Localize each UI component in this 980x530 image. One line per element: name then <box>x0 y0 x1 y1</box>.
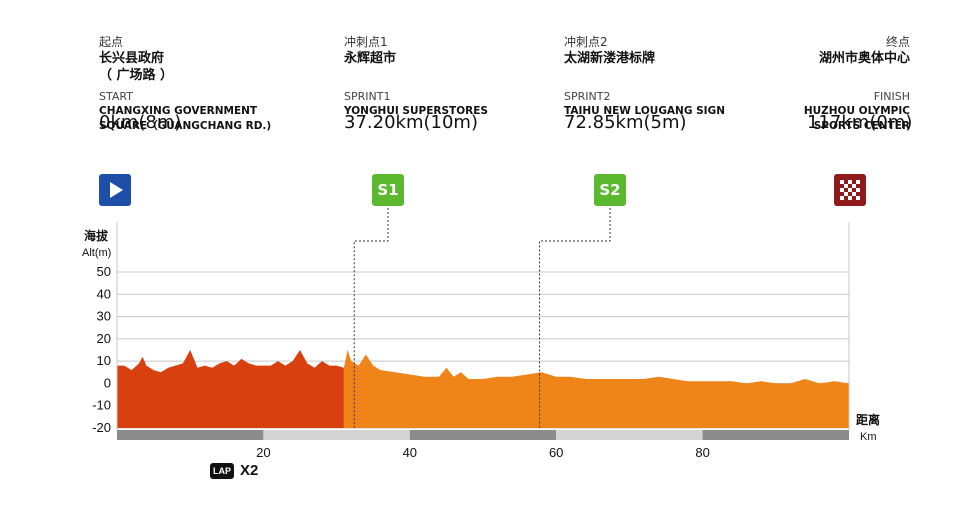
lap-indicator: LAP X2 <box>210 462 258 479</box>
distance-band-segment <box>263 430 410 440</box>
checker-square <box>844 192 848 196</box>
checker-square <box>844 184 848 188</box>
checker-square <box>840 192 844 196</box>
x-tick-label: 40 <box>403 445 417 460</box>
sprint-marker-line <box>353 208 389 428</box>
checker-square <box>852 192 856 196</box>
checker-square <box>840 180 844 184</box>
start-cn-name: 长兴县政府 （ 广场路 ） <box>99 51 174 83</box>
checker-square <box>856 196 860 200</box>
chart-areas <box>117 350 849 428</box>
y-tick-label: 50 <box>97 264 111 279</box>
finish-en-name: HUZHOU OLYMPIC SPORTS CENTER <box>803 105 910 132</box>
x-tick-label: 20 <box>256 445 270 460</box>
checker-square <box>852 188 856 192</box>
checker-square <box>840 196 844 200</box>
checker-square <box>848 188 852 192</box>
sprint2-cn-label: 冲刺点2 <box>564 35 608 49</box>
checker-square <box>856 188 860 192</box>
sprint1-cn-name: 永辉超市 <box>344 51 397 66</box>
checker-square <box>844 188 848 192</box>
checker-square <box>848 180 852 184</box>
lap-count: X2 <box>240 462 259 479</box>
y-tick-label: 20 <box>97 331 111 346</box>
chart-labels: 海拔 Alt(m) 距离 Km <box>82 228 880 443</box>
finish-cn-name: 湖州市奥体中心 <box>818 51 910 66</box>
checker-square <box>856 184 860 188</box>
y-tick-label: -10 <box>92 398 111 413</box>
sprint1-en-name: YONGHUI SUPERSTORES <box>344 105 488 117</box>
finish-cn-label: 终点 <box>885 35 910 49</box>
sprint-marker-lines <box>353 208 611 428</box>
y-tick-label: 40 <box>97 286 111 301</box>
sprint2-en-name: TAIHU NEW LOUGANG SIGN <box>564 105 725 117</box>
distance-band-segment <box>117 430 264 440</box>
checker-square <box>844 196 848 200</box>
checker-square <box>848 184 852 188</box>
y-tick-label: 0 <box>104 375 111 390</box>
waypoint-sprint1: 冲刺点1 永辉超市 SPRINT1 YONGHUI SUPERSTORES <box>344 34 488 119</box>
checker-square <box>840 188 844 192</box>
checker-square <box>840 184 844 188</box>
sprint1-distance: 37.20km(10m) <box>344 112 478 133</box>
elevation-area-loop <box>117 350 344 428</box>
distance-band-segment <box>556 430 703 440</box>
x-axis-label-cn: 距离 <box>856 412 880 427</box>
distance-band-segment <box>702 430 849 440</box>
finish-distance: 117km(0m) <box>807 112 913 133</box>
checker-square <box>856 180 860 184</box>
checker-square <box>852 184 856 188</box>
checker-square <box>852 196 856 200</box>
y-tick-label: -20 <box>92 420 111 435</box>
sprint2-cn-name: 太湖新溇港标牌 <box>564 51 656 66</box>
x-tick-label: 60 <box>549 445 563 460</box>
sprint2-en-label: SPRINT2 <box>564 90 611 103</box>
y-tick-label: 10 <box>97 353 111 368</box>
lap-badge: LAP <box>210 462 234 479</box>
start-distance: 0km(8m) <box>99 112 182 133</box>
start-play-icon <box>99 174 131 206</box>
y-tick-label: 30 <box>97 309 111 324</box>
sprint2-distance: 72.85km(5m) <box>564 112 687 133</box>
sprint-marker-line <box>539 208 611 428</box>
chart-axes: 50 40 30 20 10 0 -10 -20 20 40 60 80 <box>92 222 850 460</box>
checkered-flag-icon <box>834 174 866 206</box>
distance-band-segment <box>409 430 557 440</box>
checker-square <box>856 192 860 196</box>
finish-en-label: FINISH <box>873 90 910 103</box>
waypoint-sprint2: 冲刺点2 太湖新溇港标牌 SPRINT2 TAIHU NEW LOUGANG S… <box>564 34 725 119</box>
waypoint-finish: 终点 湖州市奥体中心 FINISH HUZHOU OLYMPIC SPORTS … <box>804 34 910 134</box>
sprint1-badge-icon: S1 <box>372 174 404 206</box>
y-axis-label-cn: 海拔 <box>84 228 109 243</box>
sprint1-cn-label: 冲刺点1 <box>344 35 388 49</box>
y-axis-label-en: Alt(m) <box>82 247 111 259</box>
start-en-name: CHANGXING GOVERNMENT SQUARE（GUANGCHANG R… <box>99 105 272 132</box>
start-en-label: START <box>99 90 133 103</box>
sprint2-badge-icon: S2 <box>594 174 626 206</box>
checker-square <box>852 180 856 184</box>
waypoint-start: 起点 长兴县政府 （ 广场路 ） START CHANGXING GOVERNM… <box>99 34 271 134</box>
checker-square <box>844 180 848 184</box>
start-cn-label: 起点 <box>99 35 124 49</box>
x-axis-label-en: Km <box>860 431 877 443</box>
checker-square <box>848 192 852 196</box>
sprint1-en-label: SPRINT1 <box>344 90 391 103</box>
elevation-area-main <box>343 350 849 428</box>
x-tick-label: 80 <box>695 445 709 460</box>
checker-square <box>848 196 852 200</box>
